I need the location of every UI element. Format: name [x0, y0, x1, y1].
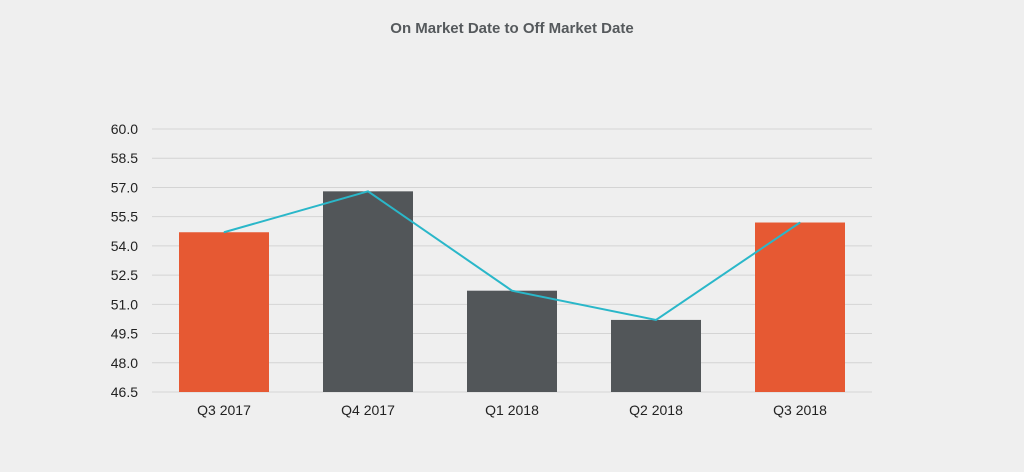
line-point — [511, 290, 513, 292]
bar — [179, 232, 269, 392]
y-tick-label: 57.0 — [111, 179, 138, 195]
line-point — [799, 222, 801, 224]
y-tick-label: 48.0 — [111, 355, 138, 371]
x-tick-label: Q2 2018 — [629, 402, 683, 418]
x-tick-label: Q3 2017 — [197, 402, 251, 418]
y-tick-label: 52.5 — [111, 267, 138, 283]
x-tick-label: Q3 2018 — [773, 402, 827, 418]
x-tick-label: Q4 2017 — [341, 402, 395, 418]
y-tick-label: 54.0 — [111, 238, 138, 254]
y-tick-label: 46.5 — [111, 384, 138, 400]
y-tick-label: 49.5 — [111, 326, 138, 342]
chart-title: On Market Date to Off Market Date — [390, 20, 634, 37]
bar — [323, 191, 413, 392]
bar — [611, 319, 701, 392]
bar — [467, 290, 557, 392]
bar — [755, 222, 845, 392]
y-tick-label: 55.5 — [111, 209, 138, 225]
line-point — [223, 231, 225, 233]
x-tick-label: Q1 2018 — [485, 402, 539, 418]
y-tick-label: 60.0 — [111, 121, 138, 137]
y-tick-label: 51.0 — [111, 296, 138, 312]
line-point — [367, 190, 369, 192]
line-point — [655, 319, 657, 321]
y-tick-label: 58.5 — [111, 150, 138, 166]
